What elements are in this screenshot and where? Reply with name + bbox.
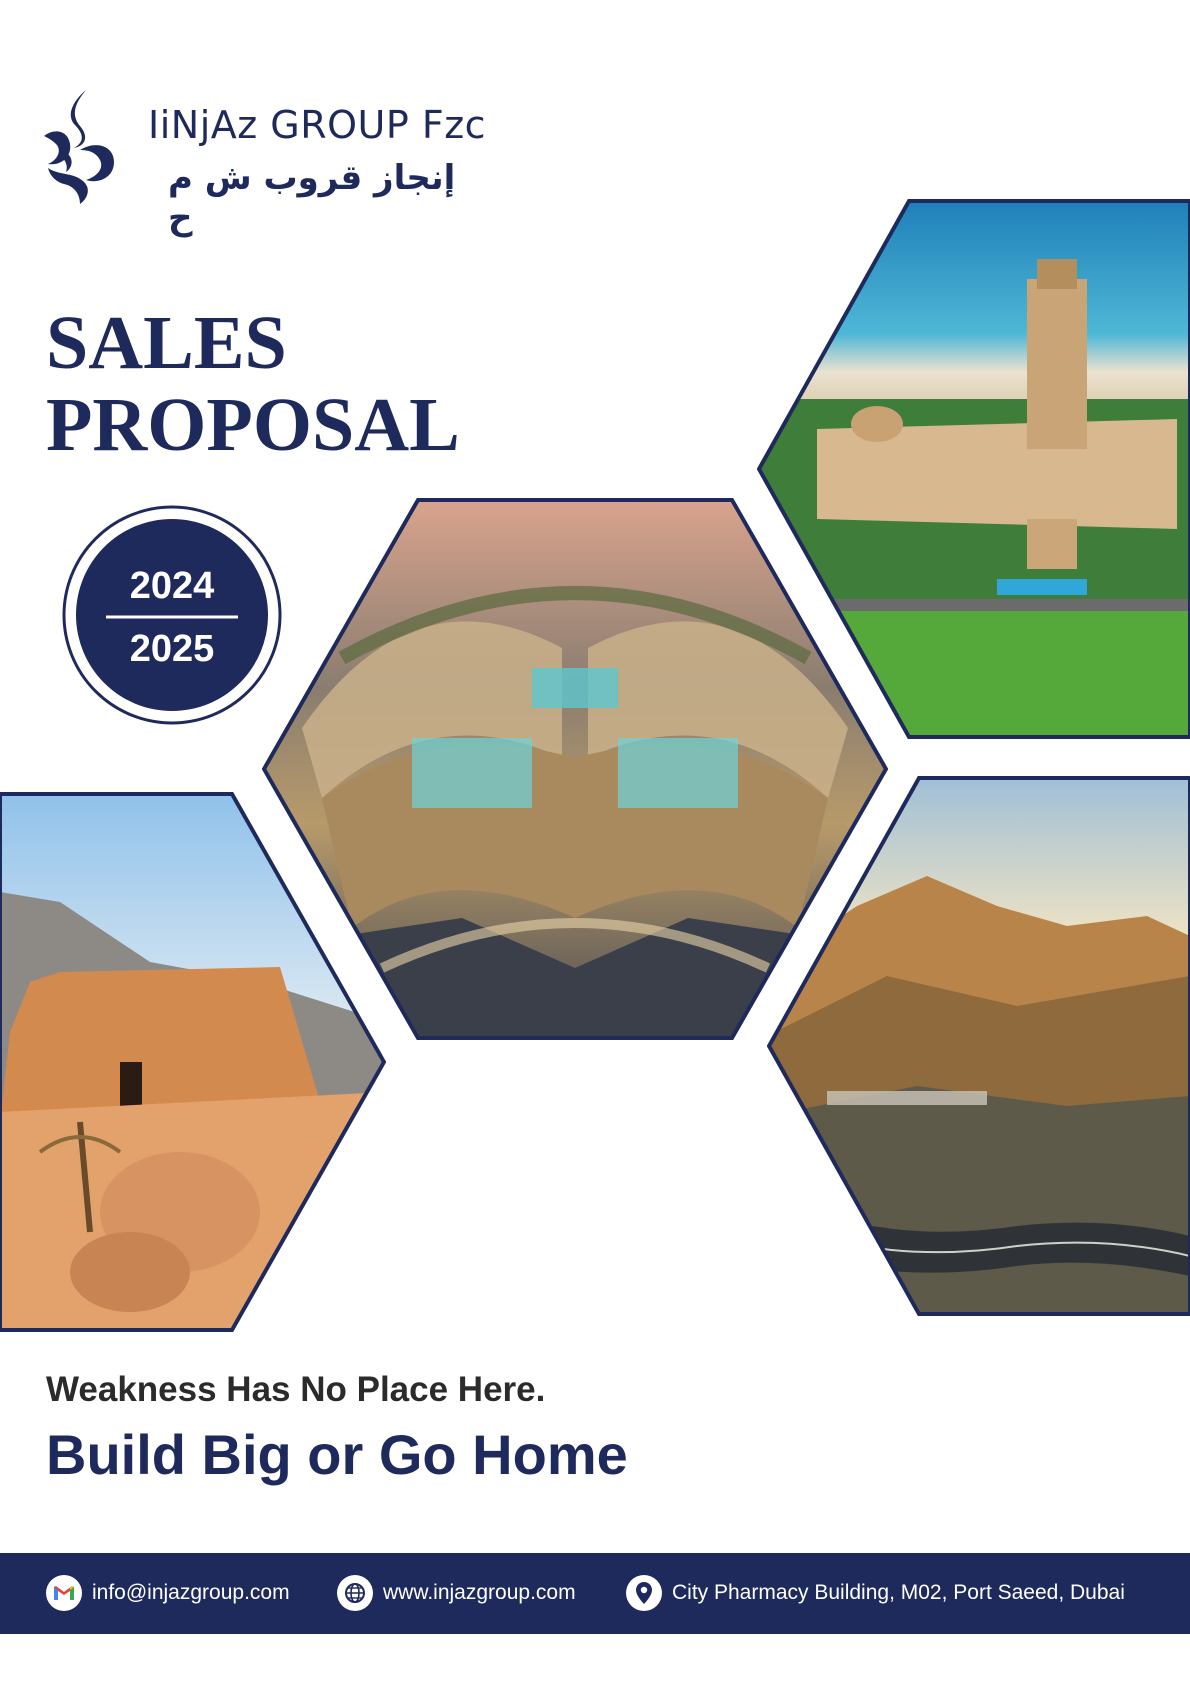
hex-image-resort-aerial [262,498,888,1040]
injaz-logo [44,90,114,204]
year-start: 2024 [130,565,215,607]
brand-name-arabic: إنجاز قروب ش م ح [168,158,456,238]
year-badge: 2024 2025 [62,505,282,725]
footer-address-text: City Pharmacy Building, M02, Port Saeed,… [672,1581,1125,1604]
year-end: 2025 [130,628,215,670]
page-title: SALES PROPOSAL [46,302,460,466]
tagline-small: Weakness Has No Place Here. [46,1370,546,1409]
hex-image-mountain-road [767,776,1190,1316]
hex-image-desert-fort [0,792,386,1332]
title-line-1: SALES [46,301,287,385]
brand-name-english: IiNjAz GROUP Fzc [148,103,487,147]
contact-footer: info@injazgroup.com www.injazgroup.com C… [0,1553,1190,1634]
tagline-big: Build Big or Go Home [46,1423,628,1486]
footer-email-text: info@injazgroup.com [92,1581,290,1604]
footer-website[interactable]: www.injazgroup.com [337,1575,576,1611]
gmail-icon [46,1575,82,1611]
hex-image-beach-palace [757,199,1190,739]
location-pin-icon [626,1575,662,1611]
footer-address: City Pharmacy Building, M02, Port Saeed,… [626,1575,1125,1611]
title-line-2: PROPOSAL [46,383,460,467]
globe-icon [337,1575,373,1611]
footer-website-text: www.injazgroup.com [383,1581,576,1604]
footer-email[interactable]: info@injazgroup.com [46,1575,290,1611]
